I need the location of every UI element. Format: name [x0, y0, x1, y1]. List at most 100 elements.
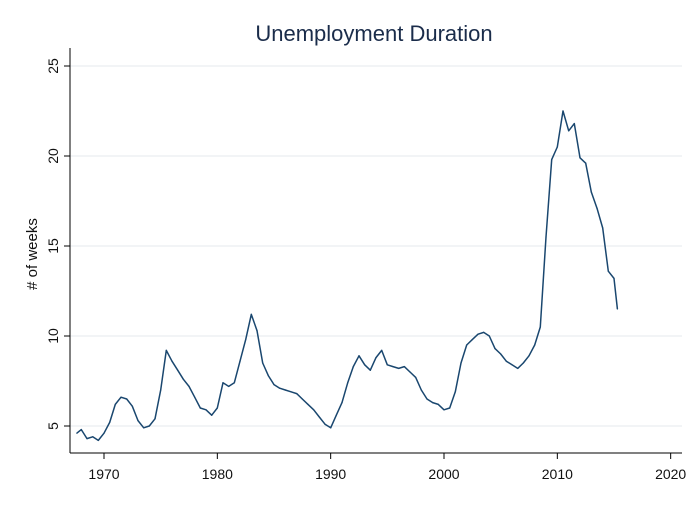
data-point [477, 333, 479, 335]
data-point [313, 409, 315, 411]
data-point [188, 385, 190, 387]
x-tick-label: 1990 [315, 466, 346, 482]
data-point [471, 339, 473, 341]
data-point [120, 396, 122, 398]
data-point [245, 339, 247, 341]
x-tick-label: 1980 [202, 466, 233, 482]
data-point [352, 366, 354, 368]
data-point [97, 439, 99, 441]
data-point [154, 418, 156, 420]
data-point [511, 364, 513, 366]
data-point [437, 403, 439, 405]
data-point [375, 357, 377, 359]
data-point [318, 416, 320, 418]
data-point [443, 409, 445, 411]
data-point [432, 402, 434, 404]
y-tick-label: 20 [45, 148, 61, 164]
data-point [86, 438, 88, 440]
y-tick-label: 10 [45, 328, 61, 344]
data-point [613, 277, 615, 279]
data-point [556, 146, 558, 148]
y-tick-label: 25 [45, 58, 61, 74]
data-point [194, 396, 196, 398]
data-point [239, 360, 241, 362]
data-point [358, 355, 360, 357]
data-point [256, 330, 258, 332]
data-point [205, 409, 207, 411]
data-point [460, 362, 462, 364]
data-point [517, 367, 519, 369]
data-point [596, 207, 598, 209]
data-point [585, 162, 587, 164]
data-point [307, 403, 309, 405]
gridlines [70, 65, 682, 427]
data-point [126, 398, 128, 400]
x-tick-label: 2020 [655, 466, 686, 482]
data-point [449, 407, 451, 409]
data-point [324, 423, 326, 425]
data-point [103, 432, 105, 434]
data-point [171, 360, 173, 362]
data-point [364, 364, 366, 366]
data-point [602, 227, 604, 229]
data-point [165, 349, 167, 351]
data-point [466, 344, 468, 346]
data-point [148, 425, 150, 427]
y-axis-label: # of weeks [24, 218, 41, 290]
data-point [211, 414, 213, 416]
data-point [222, 382, 224, 384]
data-point [415, 376, 417, 378]
data-point [616, 308, 619, 310]
chart-title: Unemployment Duration [255, 21, 492, 46]
data-point [284, 389, 286, 391]
data-point [590, 191, 592, 193]
data-point [76, 432, 78, 434]
data-point [335, 414, 337, 416]
data-point [182, 378, 184, 380]
data-point [92, 436, 94, 438]
y-tick-label: 15 [45, 238, 61, 254]
data-point [500, 353, 502, 355]
data-point [369, 369, 371, 371]
data-point [262, 362, 264, 364]
data-point [290, 391, 292, 393]
data-point [409, 371, 411, 373]
data-point [579, 157, 581, 159]
data-point [545, 236, 547, 238]
data-point [330, 427, 332, 429]
data-point [250, 313, 252, 315]
data-point [109, 421, 111, 423]
data-point [160, 389, 162, 391]
data-point [568, 130, 570, 132]
tick-labels: 5 10 15 20 25 1970 1980 1990 2000 2010 2020 [45, 58, 686, 482]
data-point [341, 402, 343, 404]
data-point [267, 375, 269, 377]
data-point [505, 360, 507, 362]
data-point [528, 355, 530, 357]
x-tick-label: 2010 [542, 466, 573, 482]
x-tick-label: 1970 [88, 466, 119, 482]
data-point [137, 420, 139, 422]
data-point [131, 405, 133, 407]
axes [64, 48, 682, 459]
data-point [398, 367, 400, 369]
data-point [80, 429, 82, 431]
data-point [381, 349, 383, 351]
data-point [454, 391, 456, 393]
data-point [539, 326, 541, 328]
data-point [386, 364, 388, 366]
data-point [483, 331, 485, 333]
data-point [199, 407, 201, 409]
data-point [494, 348, 496, 350]
data-point [301, 398, 303, 400]
data-point [143, 427, 145, 429]
data-point [403, 366, 405, 368]
data-point [573, 123, 575, 125]
data-point [551, 159, 553, 161]
data-point [607, 270, 609, 272]
data-point [420, 389, 422, 391]
data-point [114, 403, 116, 405]
data-point [426, 398, 428, 400]
